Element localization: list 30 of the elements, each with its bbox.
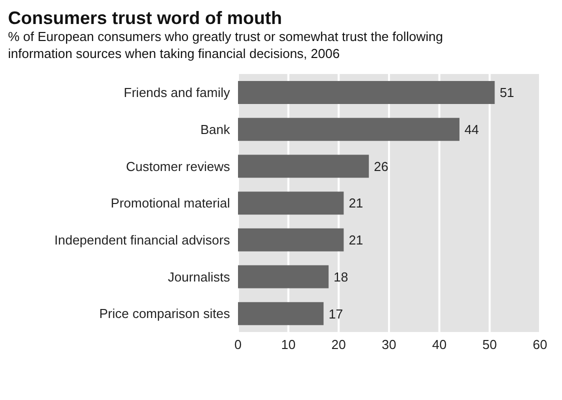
bar (238, 228, 344, 252)
data-label: 21 (348, 232, 364, 248)
bar (238, 81, 495, 104)
x-tick-label: 30 (382, 337, 396, 352)
bar (238, 302, 324, 326)
y-tick-label: Friends and family (124, 85, 230, 100)
bar (238, 118, 460, 141)
x-tick-label: 10 (281, 337, 296, 352)
y-tick-label: Promotional material (110, 196, 230, 211)
y-tick-label: Independent financial advisors (54, 232, 230, 248)
bar (238, 154, 369, 178)
x-tick-label: 0 (234, 337, 242, 352)
x-tick-label: 60 (532, 337, 548, 352)
data-label: 51 (500, 85, 514, 100)
data-label: 21 (348, 196, 364, 211)
y-tick-label: Customer reviews (126, 158, 230, 174)
y-tick-label: Price comparison sites (99, 306, 230, 322)
data-label: 17 (328, 306, 344, 322)
y-tick-label: Journalists (168, 269, 230, 284)
x-tick-label: 40 (432, 337, 447, 352)
bar (238, 265, 329, 288)
x-tick-label: 20 (331, 337, 346, 352)
data-label: 26 (374, 158, 388, 174)
data-label: 18 (334, 269, 348, 284)
y-tick-label: Bank (200, 122, 230, 137)
chart-title: Consumers trust word of mouth (8, 8, 283, 28)
x-tick-label: 50 (482, 337, 497, 352)
chart-subtitle: % of European consumers who greatly trust or somewhat trust the following information sources when taking financial decisions, 2006 (8, 28, 444, 62)
bar (238, 192, 344, 215)
data-label: 44 (464, 122, 479, 137)
